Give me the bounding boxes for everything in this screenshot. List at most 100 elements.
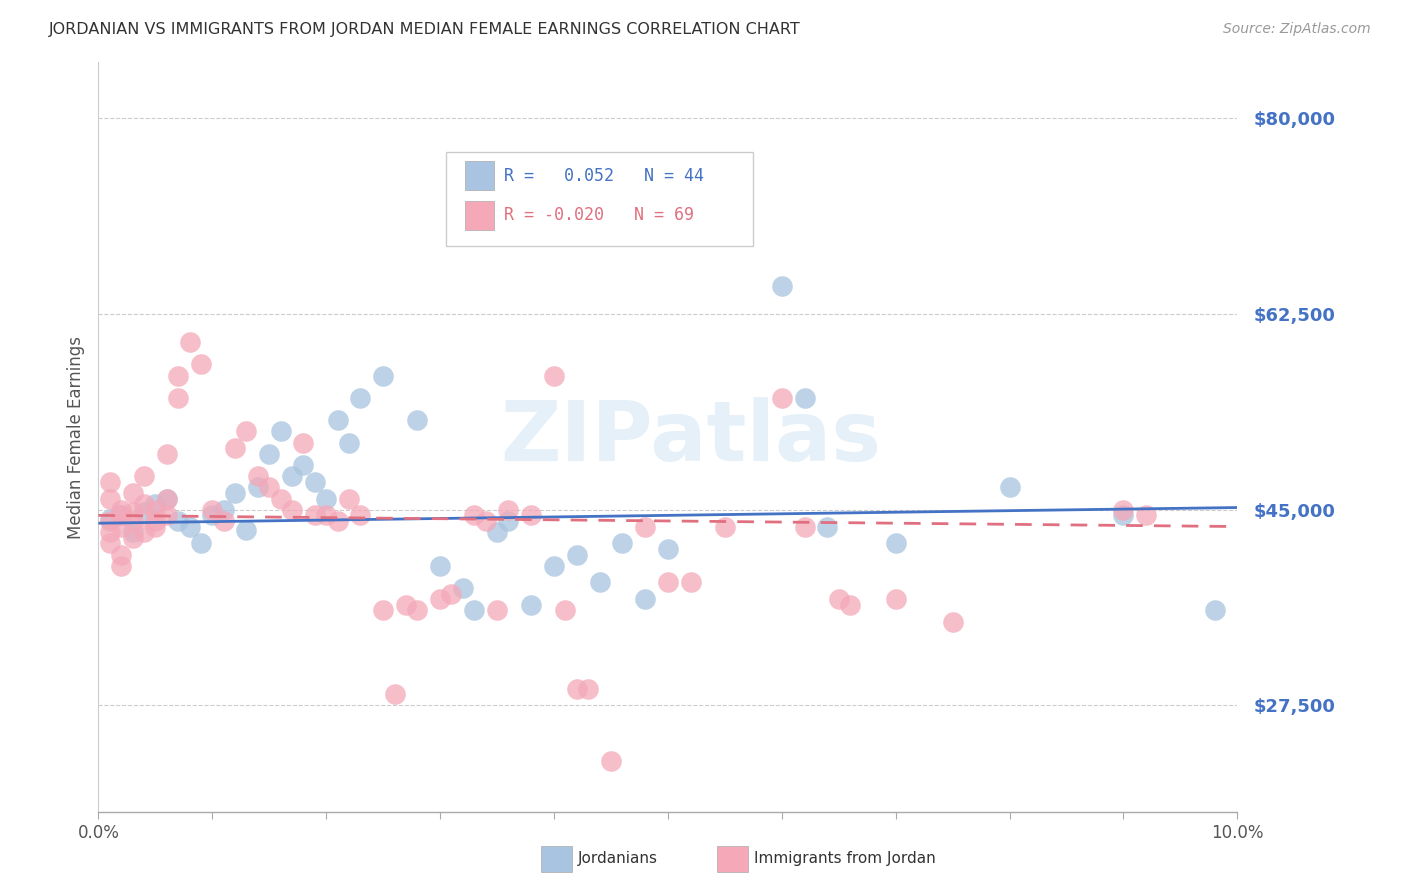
Point — [1112, 508, 1135, 523]
Point — [1135, 508, 1157, 523]
Point — [634, 592, 657, 607]
Point — [474, 514, 496, 528]
Point — [121, 514, 143, 528]
Point — [373, 603, 395, 617]
Point — [98, 536, 121, 550]
Point — [679, 575, 702, 590]
Point — [498, 502, 520, 516]
Point — [1204, 603, 1226, 617]
Point — [304, 475, 326, 489]
Point — [259, 447, 281, 461]
Point — [942, 615, 965, 629]
Point — [520, 508, 543, 523]
Point — [132, 497, 155, 511]
Point — [270, 491, 292, 506]
Point — [212, 514, 235, 528]
Point — [657, 575, 679, 590]
Point — [224, 486, 246, 500]
Text: Jordanians: Jordanians — [578, 852, 658, 866]
Point — [121, 505, 143, 519]
Point — [179, 334, 201, 349]
Point — [714, 519, 737, 533]
Point — [98, 475, 121, 489]
Point — [156, 447, 179, 461]
Point — [156, 491, 179, 506]
Point — [156, 508, 179, 523]
Point — [998, 480, 1021, 494]
Text: Immigrants from Jordan: Immigrants from Jordan — [754, 852, 935, 866]
Point — [270, 425, 292, 439]
Point — [292, 458, 315, 472]
Point — [451, 581, 474, 595]
Point — [132, 469, 155, 483]
Point — [498, 514, 520, 528]
Point — [349, 391, 371, 405]
Point — [304, 508, 326, 523]
Point — [520, 598, 543, 612]
Point — [235, 425, 257, 439]
Point — [98, 525, 121, 540]
Point — [634, 519, 657, 533]
Point — [190, 536, 212, 550]
Point — [259, 480, 281, 494]
Point — [337, 435, 360, 450]
Point — [440, 587, 463, 601]
Point — [884, 592, 907, 607]
Point — [121, 525, 143, 540]
Point — [110, 519, 132, 533]
Point — [145, 502, 167, 516]
Point — [429, 558, 451, 573]
Point — [224, 442, 246, 456]
Point — [246, 469, 269, 483]
Point — [145, 519, 167, 533]
Point — [98, 514, 121, 528]
Point — [373, 368, 395, 383]
Point — [246, 480, 269, 494]
Point — [190, 358, 212, 372]
Point — [463, 508, 485, 523]
Point — [770, 391, 793, 405]
Point — [395, 598, 418, 612]
Point — [98, 512, 121, 526]
Point — [132, 525, 155, 540]
Point — [315, 491, 337, 506]
Point — [349, 508, 371, 523]
Point — [167, 514, 190, 528]
Text: R =   0.052   N = 44: R = 0.052 N = 44 — [503, 167, 704, 185]
Point — [201, 502, 224, 516]
Point — [110, 502, 132, 516]
Text: ZIPatlas: ZIPatlas — [501, 397, 882, 477]
Point — [554, 603, 576, 617]
Point — [1112, 502, 1135, 516]
Point — [145, 497, 167, 511]
Text: R = -0.020   N = 69: R = -0.020 N = 69 — [503, 206, 693, 224]
Point — [179, 519, 201, 533]
Point — [543, 558, 565, 573]
Point — [167, 391, 190, 405]
Point — [110, 558, 132, 573]
Point — [156, 491, 179, 506]
Point — [486, 603, 509, 617]
Point — [406, 603, 429, 617]
Point — [292, 435, 315, 450]
Point — [110, 548, 132, 562]
Point — [235, 523, 257, 537]
Point — [212, 502, 235, 516]
FancyBboxPatch shape — [446, 153, 754, 246]
FancyBboxPatch shape — [465, 201, 494, 229]
Point — [828, 592, 851, 607]
Point — [98, 491, 121, 506]
Point — [770, 279, 793, 293]
Point — [281, 469, 304, 483]
Y-axis label: Median Female Earnings: Median Female Earnings — [66, 335, 84, 539]
Point — [600, 755, 623, 769]
Point — [145, 514, 167, 528]
Point — [429, 592, 451, 607]
Point — [793, 519, 815, 533]
Point — [121, 486, 143, 500]
Point — [315, 508, 337, 523]
Point — [326, 514, 349, 528]
Point — [121, 531, 143, 545]
Point — [326, 413, 349, 427]
Point — [543, 368, 565, 383]
